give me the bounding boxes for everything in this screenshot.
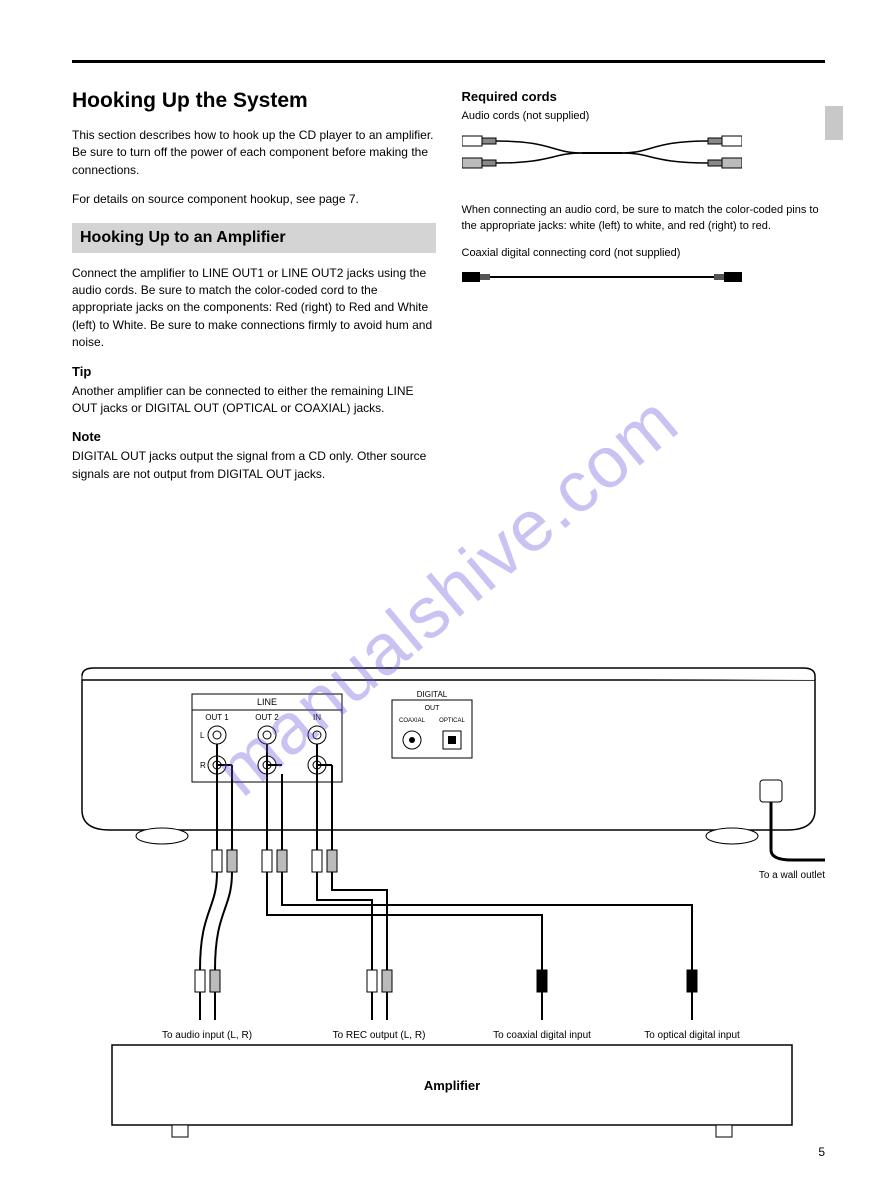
digital-out-label: OUT — [425, 705, 441, 712]
required-cords-heading: Required cords — [462, 89, 826, 104]
intro-paragraph-2: For details on source component hookup, … — [72, 191, 436, 208]
page-title: Hooking Up the System — [72, 89, 436, 113]
coax-cords-label: Coaxial digital connecting cord (not sup… — [462, 247, 826, 259]
right-column: Required cords Audio cords (not supplied… — [462, 89, 826, 495]
to-rec-out-label: To REC output (L, R) — [333, 1030, 426, 1041]
tip-body: Another amplifier can be connected to ei… — [72, 383, 436, 418]
out1-label: OUT 1 — [205, 713, 229, 722]
hookup-diagram: LINE OUT 1 OUT 2 IN L R DIGITAL OUT COAX… — [72, 650, 825, 1165]
in-label: IN — [313, 713, 321, 722]
audio-cords-label: Audio cords (not supplied) — [462, 110, 826, 122]
note-body: DIGITAL OUT jacks output the signal from… — [72, 448, 436, 483]
page-number: 5 — [818, 1145, 825, 1159]
audio-cords-note: When connecting an audio cord, be sure t… — [462, 203, 826, 235]
two-columns: Hooking Up the System This section descr… — [72, 89, 825, 495]
to-opt-in-label: To optical digital input — [644, 1030, 740, 1041]
tip-heading: Tip — [72, 364, 436, 379]
to-coax-in-label: To coaxial digital input — [493, 1030, 591, 1041]
audio-cable-illustration — [462, 128, 826, 183]
page-content: Hooking Up the System This section descr… — [72, 60, 825, 1151]
side-tab — [825, 106, 843, 140]
left-column: Hooking Up the System This section descr… — [72, 89, 436, 495]
line-label: LINE — [257, 697, 277, 707]
out2-label: OUT 2 — [255, 713, 279, 722]
note-heading: Note — [72, 429, 436, 444]
intro-paragraph-1: This section describes how to hook up th… — [72, 127, 436, 179]
coax-cable-illustration — [462, 265, 826, 294]
to-audio-in-label: To audio input (L, R) — [162, 1030, 252, 1041]
amplifier-label: Amplifier — [424, 1078, 480, 1093]
digital-label: DIGITAL — [417, 690, 448, 699]
section-heading: Hooking Up to an Amplifier — [72, 223, 436, 253]
l-label: L — [200, 731, 205, 740]
top-rule — [72, 60, 825, 63]
opt-label: OPTICAL — [439, 718, 465, 724]
wall-outlet-label: To a wall outlet — [759, 870, 825, 881]
r-label: R — [200, 761, 206, 770]
coax-label: COAXIAL — [399, 718, 426, 724]
amp-paragraph: Connect the amplifier to LINE OUT1 or LI… — [72, 265, 436, 352]
